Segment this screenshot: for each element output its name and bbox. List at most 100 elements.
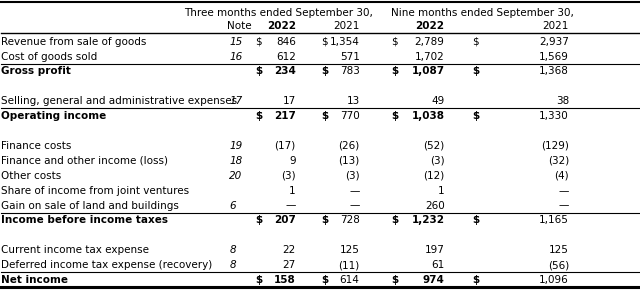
Text: Finance and other income (loss): Finance and other income (loss) [1,156,168,166]
Text: 728: 728 [340,215,360,225]
Text: $: $ [321,67,328,77]
Text: —: — [285,201,296,211]
Text: (3): (3) [345,171,360,181]
Text: 6: 6 [229,201,236,211]
Text: 1,087: 1,087 [412,67,445,77]
Text: 974: 974 [422,275,445,285]
Text: 9: 9 [289,156,296,166]
Text: (12): (12) [423,171,445,181]
Text: 1,096: 1,096 [540,275,569,285]
Text: 17: 17 [229,96,243,106]
Text: 2,937: 2,937 [539,36,569,47]
Text: 783: 783 [340,67,360,77]
Text: 1,368: 1,368 [539,67,569,77]
Text: Selling, general and administrative expenses: Selling, general and administrative expe… [1,96,237,106]
Text: Income before income taxes: Income before income taxes [1,215,168,225]
Text: 770: 770 [340,111,360,121]
Text: $: $ [392,36,398,47]
Text: $: $ [392,67,399,77]
Text: 614: 614 [340,275,360,285]
Text: $: $ [472,67,479,77]
Text: Gain on sale of land and buildings: Gain on sale of land and buildings [1,201,179,211]
Text: —: — [559,186,569,196]
Text: 217: 217 [274,111,296,121]
Text: 125: 125 [340,245,360,255]
Text: 197: 197 [425,245,445,255]
Text: $: $ [392,111,399,121]
Text: 19: 19 [229,141,243,151]
Text: 2022: 2022 [267,21,296,31]
Text: 17: 17 [282,96,296,106]
Text: (17): (17) [275,141,296,151]
Text: 1: 1 [438,186,445,196]
Text: $: $ [392,275,399,285]
Text: 1: 1 [289,186,296,196]
Text: 2,789: 2,789 [415,36,445,47]
Text: 1,354: 1,354 [330,36,360,47]
Text: $: $ [255,111,262,121]
Text: Gross profit: Gross profit [1,67,70,77]
Text: (13): (13) [339,156,360,166]
Text: Nine months ended September 30,: Nine months ended September 30, [392,8,574,18]
Text: Other costs: Other costs [1,171,61,181]
Text: Share of income from joint ventures: Share of income from joint ventures [1,186,189,196]
Text: 27: 27 [282,260,296,270]
Text: Current income tax expense: Current income tax expense [1,245,148,255]
Text: 571: 571 [340,52,360,62]
Text: $: $ [392,215,399,225]
Text: $: $ [472,111,479,121]
Text: 61: 61 [431,260,445,270]
Text: Deferred income tax expense (recovery): Deferred income tax expense (recovery) [1,260,212,270]
Text: 2022: 2022 [415,21,445,31]
Text: (11): (11) [339,260,360,270]
Text: Cost of goods sold: Cost of goods sold [1,52,97,62]
Text: $: $ [255,215,262,225]
Text: 16: 16 [229,52,243,62]
Text: $: $ [321,111,328,121]
Text: $: $ [255,275,262,285]
Text: (3): (3) [281,171,296,181]
Text: 20: 20 [229,171,243,181]
Text: Finance costs: Finance costs [1,141,71,151]
Text: (56): (56) [548,260,569,270]
Text: 8: 8 [229,245,236,255]
Text: Net income: Net income [1,275,68,285]
Text: (129): (129) [541,141,569,151]
Text: 38: 38 [556,96,569,106]
Text: $: $ [321,275,328,285]
Text: 1,702: 1,702 [415,52,445,62]
Text: 2021: 2021 [543,21,569,31]
Text: 1,569: 1,569 [539,52,569,62]
Text: (4): (4) [554,171,569,181]
Text: 234: 234 [274,67,296,77]
Text: (52): (52) [423,141,445,151]
Text: (3): (3) [430,156,445,166]
Text: Operating income: Operating income [1,111,106,121]
Text: Three months ended September 30,: Three months ended September 30, [184,8,373,18]
Text: 125: 125 [549,245,569,255]
Text: $: $ [472,36,479,47]
Text: 13: 13 [346,96,360,106]
Text: $: $ [255,36,262,47]
Text: 846: 846 [276,36,296,47]
Text: 18: 18 [229,156,243,166]
Text: —: — [559,201,569,211]
Text: (26): (26) [339,141,360,151]
Text: —: — [349,186,360,196]
Text: 260: 260 [425,201,445,211]
Text: (32): (32) [548,156,569,166]
Text: 22: 22 [282,245,296,255]
Text: Revenue from sale of goods: Revenue from sale of goods [1,36,146,47]
Text: —: — [349,201,360,211]
Text: 1,165: 1,165 [539,215,569,225]
Text: 158: 158 [274,275,296,285]
Text: 612: 612 [276,52,296,62]
Text: 1,038: 1,038 [412,111,445,121]
Text: Note: Note [227,21,252,31]
Text: 207: 207 [274,215,296,225]
Text: 1,232: 1,232 [412,215,445,225]
Text: 15: 15 [229,36,243,47]
Text: $: $ [472,215,479,225]
Text: 2021: 2021 [333,21,360,31]
Text: $: $ [321,36,328,47]
